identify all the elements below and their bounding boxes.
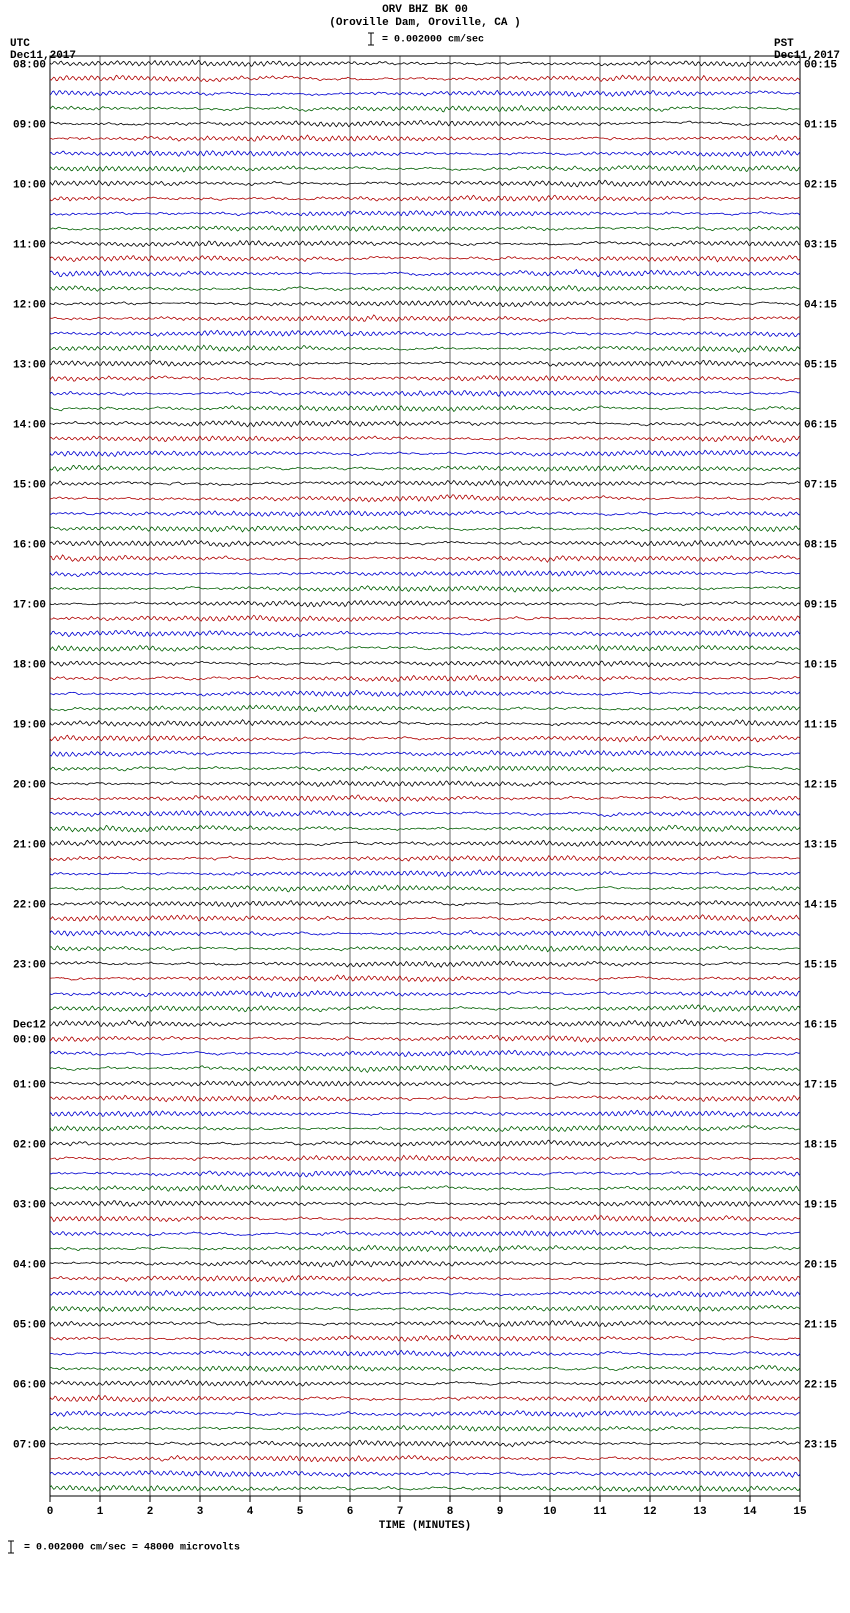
- svg-text:03:00: 03:00: [13, 1200, 46, 1212]
- svg-text:22:15: 22:15: [804, 1380, 837, 1392]
- seismogram-plot: 0123456789101112131415TIME (MINUTES)08:0…: [0, 46, 850, 1536]
- svg-text:16:00: 16:00: [13, 540, 46, 552]
- top-right-label: PST Dec11,2017: [774, 38, 840, 62]
- svg-text:10:15: 10:15: [804, 660, 837, 672]
- scale-text: = 0.002000 cm/sec: [376, 35, 484, 46]
- svg-text:06:00: 06:00: [13, 1380, 46, 1392]
- svg-text:20:00: 20:00: [13, 780, 46, 792]
- svg-text:12: 12: [643, 1506, 656, 1518]
- svg-text:8: 8: [447, 1506, 454, 1518]
- svg-text:19:15: 19:15: [804, 1200, 837, 1212]
- svg-text:03:15: 03:15: [804, 240, 837, 252]
- svg-text:19:00: 19:00: [13, 720, 46, 732]
- svg-text:6: 6: [347, 1506, 354, 1518]
- svg-text:10:00: 10:00: [13, 180, 46, 192]
- svg-text:0: 0: [47, 1506, 54, 1518]
- svg-text:04:15: 04:15: [804, 300, 837, 312]
- chart-header: ORV BHZ BK 00 (Oroville Dam, Oroville, C…: [0, 0, 850, 30]
- svg-text:11: 11: [593, 1506, 607, 1518]
- scale-indicator: = 0.002000 cm/sec: [0, 32, 850, 46]
- svg-text:7: 7: [397, 1506, 404, 1518]
- svg-text:01:00: 01:00: [13, 1080, 46, 1092]
- svg-text:12:00: 12:00: [13, 300, 46, 312]
- svg-text:20:15: 20:15: [804, 1260, 837, 1272]
- svg-text:21:00: 21:00: [13, 840, 46, 852]
- svg-text:13: 13: [693, 1506, 707, 1518]
- svg-text:01:15: 01:15: [804, 120, 837, 132]
- svg-text:04:00: 04:00: [13, 1260, 46, 1272]
- svg-text:09:15: 09:15: [804, 600, 837, 612]
- utc-tz: UTC: [10, 38, 76, 50]
- footer-text: = 0.002000 cm/sec = 48000 microvolts: [18, 1543, 240, 1554]
- svg-text:07:15: 07:15: [804, 480, 837, 492]
- svg-text:10: 10: [543, 1506, 556, 1518]
- svg-text:09:00: 09:00: [13, 120, 46, 132]
- svg-text:13:00: 13:00: [13, 360, 46, 372]
- svg-text:21:15: 21:15: [804, 1320, 837, 1332]
- svg-text:2: 2: [147, 1506, 154, 1518]
- svg-text:23:00: 23:00: [13, 960, 46, 972]
- svg-text:11:15: 11:15: [804, 720, 837, 732]
- svg-text:Dec12: Dec12: [13, 1020, 46, 1032]
- svg-text:07:00: 07:00: [13, 1440, 46, 1452]
- svg-text:23:15: 23:15: [804, 1440, 837, 1452]
- svg-text:3: 3: [197, 1506, 204, 1518]
- svg-text:9: 9: [497, 1506, 504, 1518]
- utc-date: Dec11,2017: [10, 50, 76, 62]
- footer-scale: = 0.002000 cm/sec = 48000 microvolts: [0, 1536, 850, 1554]
- seismogram-container: ORV BHZ BK 00 (Oroville Dam, Oroville, C…: [0, 0, 850, 1554]
- svg-text:12:15: 12:15: [804, 780, 837, 792]
- top-left-label: UTC Dec11,2017: [10, 38, 76, 62]
- title-line-2: (Oroville Dam, Oroville, CA ): [0, 17, 850, 30]
- svg-text:18:00: 18:00: [13, 660, 46, 672]
- svg-text:4: 4: [247, 1506, 254, 1518]
- svg-text:TIME (MINUTES): TIME (MINUTES): [379, 1520, 471, 1532]
- svg-text:00:00: 00:00: [13, 1035, 46, 1047]
- svg-text:15:15: 15:15: [804, 960, 837, 972]
- svg-text:06:15: 06:15: [804, 420, 837, 432]
- svg-text:17:00: 17:00: [13, 600, 46, 612]
- svg-text:14:00: 14:00: [13, 420, 46, 432]
- svg-text:13:15: 13:15: [804, 840, 837, 852]
- svg-text:15: 15: [793, 1506, 807, 1518]
- svg-text:05:00: 05:00: [13, 1320, 46, 1332]
- title-line-1: ORV BHZ BK 00: [0, 4, 850, 17]
- svg-text:02:00: 02:00: [13, 1140, 46, 1152]
- svg-text:22:00: 22:00: [13, 900, 46, 912]
- svg-text:08:15: 08:15: [804, 540, 837, 552]
- svg-text:16:15: 16:15: [804, 1020, 837, 1032]
- svg-text:17:15: 17:15: [804, 1080, 837, 1092]
- pst-tz: PST: [774, 38, 840, 50]
- svg-text:14:15: 14:15: [804, 900, 837, 912]
- svg-text:15:00: 15:00: [13, 480, 46, 492]
- svg-text:1: 1: [97, 1506, 104, 1518]
- svg-text:14: 14: [743, 1506, 757, 1518]
- svg-text:05:15: 05:15: [804, 360, 837, 372]
- svg-text:11:00: 11:00: [13, 240, 46, 252]
- svg-text:18:15: 18:15: [804, 1140, 837, 1152]
- svg-text:5: 5: [297, 1506, 304, 1518]
- pst-date: Dec11,2017: [774, 50, 840, 62]
- svg-text:02:15: 02:15: [804, 180, 837, 192]
